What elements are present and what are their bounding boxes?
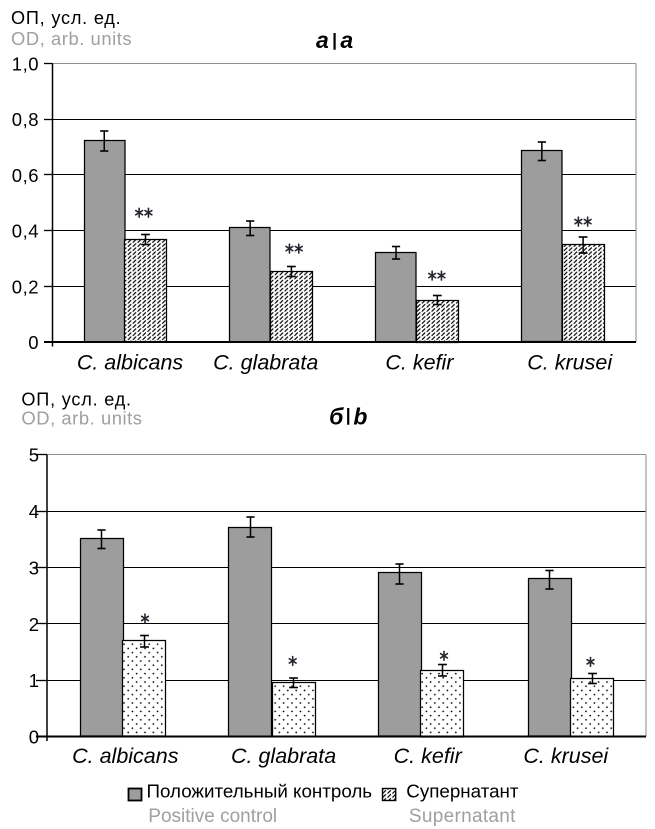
svg-text:C. albicans: C. albicans [72,744,179,768]
svg-text:b: b [353,404,367,430]
svg-text:1,0: 1,0 [12,54,39,75]
svg-text:C. albicans: C. albicans [77,351,184,375]
svg-text:ОП, усл. ед.: ОП, усл. ед. [11,8,122,28]
svg-text:0: 0 [29,727,39,748]
svg-text:0,6: 0,6 [12,165,39,186]
svg-text:Супернатант: Супернатант [406,781,519,802]
svg-text:ОП, усл. ед.: ОП, усл. ед. [21,390,131,410]
svg-text:C. glabrata: C. glabrata [213,351,318,375]
svg-text:3: 3 [29,557,39,578]
svg-text:|: | [346,405,351,425]
svg-text:0,2: 0,2 [12,276,39,297]
svg-text:Supernatant: Supernatant [409,806,516,827]
svg-text:OD, arb. units: OD, arb. units [21,408,142,429]
svg-text:1: 1 [29,670,39,691]
svg-text:0,4: 0,4 [12,221,39,242]
svg-text:|: | [332,30,337,50]
svg-text:а: а [340,27,353,53]
svg-text:Positive control: Positive control [148,806,277,827]
svg-text:C. krusei: C. krusei [523,744,609,768]
svg-text:Положительный контроль: Положительный контроль [147,781,373,802]
svg-text:C. kefir: C. kefir [385,351,454,375]
svg-text:C. kefir: C. kefir [394,744,463,768]
svg-text:б: б [329,404,344,430]
svg-text:C. glabrata: C. glabrata [231,744,336,768]
svg-text:0: 0 [28,332,39,353]
svg-text:2: 2 [29,614,39,635]
svg-text:5: 5 [29,445,39,466]
svg-text:OD, arb. units: OD, arb. units [11,28,132,49]
svg-text:4: 4 [29,501,39,522]
svg-text:C. krusei: C. krusei [527,351,613,375]
svg-text:0,8: 0,8 [12,109,39,130]
svg-text:а: а [316,27,329,53]
